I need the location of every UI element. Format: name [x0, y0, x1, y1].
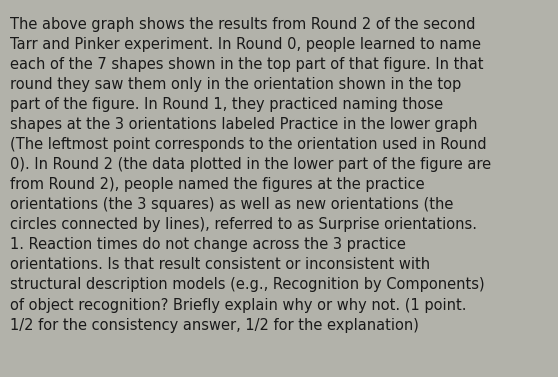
Text: The above graph shows the results from Round 2 of the second
Tarr and Pinker exp: The above graph shows the results from R…: [10, 17, 491, 333]
